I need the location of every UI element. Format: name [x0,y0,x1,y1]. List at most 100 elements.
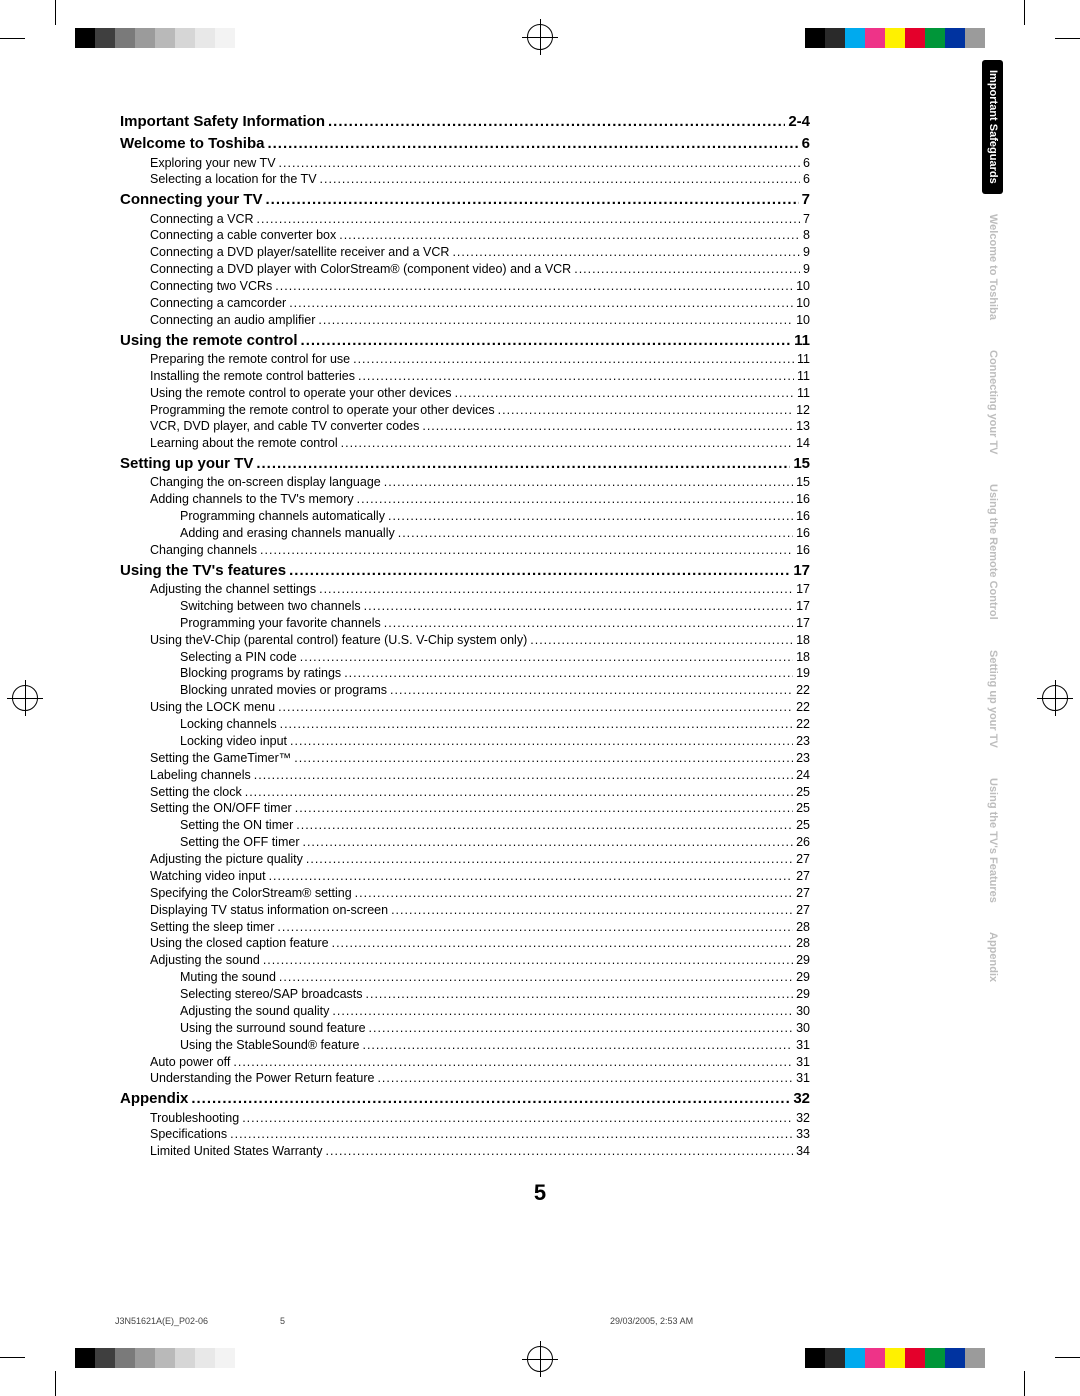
color-swatch [965,28,985,48]
toc-page: 28 [796,935,810,952]
toc-entry: Setting the ON timer25 [120,817,810,834]
toc-entry: Welcome to Toshiba6 [120,134,810,154]
toc-page: 29 [796,969,810,986]
toc-page: 31 [796,1037,810,1054]
toc-entry: Selecting a location for the TV6 [120,171,810,188]
toc-leader [398,525,793,542]
toc-title: Blocking unrated movies or programs [180,682,387,699]
toc-title: VCR, DVD player, and cable TV converter … [150,418,419,435]
toc-leader [260,542,793,559]
toc-entry: Selecting stereo/SAP broadcasts29 [120,986,810,1003]
toc-title: Switching between two channels [180,598,361,615]
toc-entry: Auto power off31 [120,1054,810,1071]
toc-leader [344,665,793,682]
toc-entry: Adding channels to the TV's memory16 [120,491,810,508]
toc-entry: Selecting a PIN code 18 [120,649,810,666]
toc-title: Labeling channels [150,767,251,784]
color-swatch [155,28,175,48]
toc-entry: Adjusting the channel settings17 [120,581,810,598]
toc-entry: Setting the sleep timer28 [120,919,810,936]
toc-leader [328,112,785,132]
toc-leader [353,351,794,368]
toc-leader [263,952,793,969]
registration-mark [527,24,553,50]
toc-leader [530,632,793,649]
toc-entry: Adjusting the sound29 [120,952,810,969]
page-content: Important Safety Information2-4Welcome t… [60,60,1020,1336]
toc-title: Installing the remote control batteries [150,368,355,385]
toc-leader [319,581,793,598]
toc-page: 18 [796,649,810,666]
toc-page: 18 [796,632,810,649]
toc-leader [280,716,793,733]
toc-entry: Connecting your TV7 [120,190,810,210]
toc-title: Connecting a VCR [150,211,254,228]
color-swatch [255,1348,275,1368]
registration-mark [1042,685,1068,711]
toc-entry: Muting the sound29 [120,969,810,986]
toc-title: Connecting an audio amplifier [150,312,315,329]
toc-title: Using the surround sound feature [180,1020,366,1037]
color-swatch [155,1348,175,1368]
toc-leader [326,1143,794,1160]
toc-title: Using the LOCK menu [150,699,275,716]
section-tab: Setting up your TV [982,640,1003,758]
toc-page: 16 [796,542,810,559]
color-swatch [235,28,255,48]
toc-page: 17 [796,598,810,615]
color-bar-top-right [805,28,1005,48]
toc-page: 22 [796,716,810,733]
toc-title: Changing the on-screen display language [150,474,381,491]
crop-mark [1024,0,1025,25]
toc-entry: Understanding the Power Return feature31 [120,1070,810,1087]
toc-leader [269,868,794,885]
color-swatch [135,1348,155,1368]
toc-leader [369,1020,794,1037]
toc-title: Setting the ON/OFF timer [150,800,292,817]
toc-title: Appendix [120,1089,188,1109]
toc-leader [296,817,793,834]
color-swatch [175,1348,195,1368]
color-swatch [865,1348,885,1368]
toc-title: Adding channels to the TV's memory [150,491,354,508]
toc-entry: Using theV-Chip (parental control) featu… [120,632,810,649]
toc-page: 29 [796,986,810,1003]
color-swatch [95,28,115,48]
toc-entry: Changing the on-screen display language1… [120,474,810,491]
toc-page: 16 [796,508,810,525]
toc-leader [289,561,790,581]
toc-entry: Exploring your new TV6 [120,155,810,172]
toc-page: 14 [796,435,810,452]
toc-leader [275,278,793,295]
color-swatch [195,1348,215,1368]
toc-entry: Connecting a cable converter box8 [120,227,810,244]
toc-leader [422,418,793,435]
toc-leader [384,474,793,491]
toc-leader [300,649,793,666]
color-swatch [985,1348,1005,1368]
toc-page: 16 [796,525,810,542]
toc-title: Using theV-Chip (parental control) featu… [150,632,527,649]
toc-page: 28 [796,919,810,936]
toc-entry: Specifications33 [120,1126,810,1143]
toc-page: 27 [796,902,810,919]
toc-leader [266,190,799,210]
toc-page: 33 [796,1126,810,1143]
toc-title: Selecting a PIN code [180,649,297,666]
toc-page: 24 [796,767,810,784]
toc-title: Using the StableSound® feature [180,1037,359,1054]
toc-page: 26 [796,834,810,851]
toc-title: Setting up your TV [120,454,253,474]
toc-title: Preparing the remote control for use [150,351,350,368]
color-swatch [945,28,965,48]
toc-title: Adjusting the sound [150,952,260,969]
toc-title: Adding and erasing channels manually [180,525,395,542]
crop-mark [55,0,56,25]
toc-title: Setting the GameTimer™ [150,750,291,767]
toc-title: Specifying the ColorStream® setting [150,885,352,902]
toc-page: 11 [797,385,810,402]
toc-entry: Blocking programs by ratings19 [120,665,810,682]
toc-title: Setting the clock [150,784,242,801]
toc-page: 25 [796,800,810,817]
toc-title: Setting the ON timer [180,817,293,834]
